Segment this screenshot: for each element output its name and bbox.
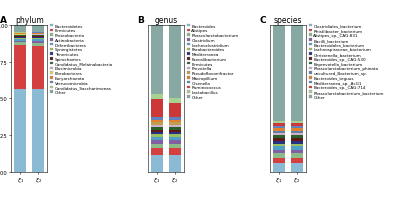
Bar [291, 154, 303, 158]
Bar [273, 126, 285, 129]
Bar [151, 132, 163, 135]
Bar [169, 98, 181, 103]
Text: A: A [0, 16, 8, 25]
Bar [32, 35, 44, 36]
Bar [273, 133, 285, 136]
Bar [169, 148, 181, 155]
Bar [151, 122, 163, 125]
Title: genus: genus [154, 16, 178, 25]
Bar [151, 130, 163, 132]
Bar [14, 43, 26, 46]
Bar [169, 26, 181, 98]
Bar [169, 122, 181, 125]
Bar [32, 89, 44, 172]
Bar [273, 154, 285, 158]
Bar [273, 129, 285, 131]
Bar [169, 132, 181, 135]
Bar [151, 118, 163, 120]
Bar [273, 163, 285, 172]
Bar [291, 121, 303, 124]
Bar [291, 138, 303, 141]
Legend: Clostridiales_bacterium, Rhistlibacter_bacterium, Alistipes_sp._CAG:831, Bacilli: Clostridiales_bacterium, Rhistlibacter_b… [309, 25, 384, 99]
Bar [151, 155, 163, 172]
Bar [291, 150, 303, 154]
Bar [169, 125, 181, 128]
Bar [169, 155, 181, 172]
Bar [151, 125, 163, 128]
Bar [14, 42, 26, 43]
Bar [32, 34, 44, 35]
Bar [32, 44, 44, 47]
Bar [291, 126, 303, 129]
Legend: Bacteroidetes, Firmicutes, Proteobacteria, Actinobacteria, Deferribacteres, Syne: Bacteroidetes, Firmicutes, Proteobacteri… [50, 25, 113, 95]
Bar [291, 26, 303, 121]
Bar [169, 130, 181, 132]
Bar [14, 26, 26, 33]
Title: phylum: phylum [15, 16, 44, 25]
Bar [32, 47, 44, 89]
Bar [169, 137, 181, 140]
Bar [32, 32, 44, 33]
Bar [151, 128, 163, 130]
Bar [14, 33, 26, 34]
Bar [14, 46, 26, 89]
Bar [291, 133, 303, 136]
Bar [169, 120, 181, 122]
Bar [32, 26, 44, 32]
Bar [169, 135, 181, 137]
Bar [151, 144, 163, 148]
Bar [14, 40, 26, 42]
Bar [291, 136, 303, 138]
Bar [14, 37, 26, 38]
Text: C: C [259, 16, 266, 25]
Bar [273, 121, 285, 124]
Bar [151, 94, 163, 100]
Bar [14, 89, 26, 172]
Bar [14, 38, 26, 40]
Bar [32, 41, 44, 44]
Bar [32, 36, 44, 37]
Bar [291, 144, 303, 147]
Bar [273, 158, 285, 163]
Bar [273, 147, 285, 150]
Bar [32, 33, 44, 34]
Bar [169, 128, 181, 130]
Bar [32, 40, 44, 41]
Bar [273, 150, 285, 154]
Bar [291, 124, 303, 126]
Bar [151, 135, 163, 137]
Bar [169, 144, 181, 148]
Bar [291, 158, 303, 163]
Bar [14, 34, 26, 35]
Bar [273, 136, 285, 138]
Bar [273, 138, 285, 141]
Bar [151, 120, 163, 122]
Bar [291, 141, 303, 144]
Bar [32, 38, 44, 40]
Bar [14, 35, 26, 36]
Bar [291, 163, 303, 172]
Bar [291, 147, 303, 150]
Title: species: species [274, 16, 302, 25]
Bar [151, 140, 163, 144]
Bar [151, 100, 163, 118]
Bar [151, 26, 163, 94]
Bar [291, 129, 303, 131]
Bar [32, 37, 44, 38]
Bar [169, 140, 181, 144]
Bar [273, 144, 285, 147]
Text: B: B [137, 16, 144, 25]
Bar [169, 118, 181, 120]
Bar [273, 124, 285, 126]
Legend: Bacteroides, Alistipes, Phascolarctobacterium, Clostridium, Lachnoclostridium, P: Bacteroides, Alistipes, Phascolarctobact… [187, 25, 239, 99]
Bar [169, 103, 181, 118]
Bar [273, 141, 285, 144]
Bar [151, 148, 163, 155]
Bar [273, 131, 285, 133]
Bar [151, 137, 163, 140]
Bar [14, 36, 26, 37]
Bar [291, 131, 303, 133]
Bar [273, 26, 285, 121]
